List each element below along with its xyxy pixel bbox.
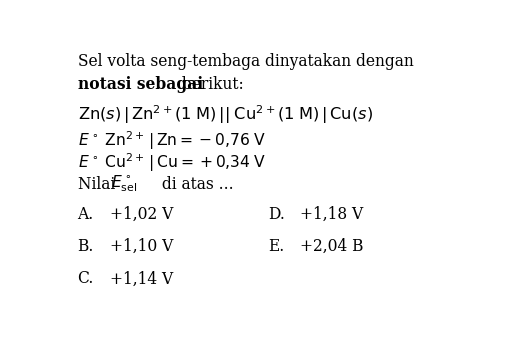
Text: +1,14 V: +1,14 V [110, 271, 173, 287]
Text: berikut:: berikut: [177, 76, 244, 93]
Text: B.: B. [77, 238, 94, 255]
Text: $\mathrm{Zn}(\mathit{s})\,|\,\mathrm{Zn}^{2+}(1\;\mathrm{M})\,||\;\mathrm{Cu}^{2: $\mathrm{Zn}(\mathit{s})\,|\,\mathrm{Zn}… [77, 103, 372, 126]
Text: notasi sebagai: notasi sebagai [77, 76, 203, 93]
Text: D.: D. [268, 206, 285, 223]
Text: A.: A. [77, 206, 94, 223]
Text: +1,10 V: +1,10 V [110, 238, 173, 255]
Text: Nilai: Nilai [77, 176, 120, 193]
Text: di atas ...: di atas ... [156, 176, 233, 193]
Text: C.: C. [77, 271, 94, 287]
Text: $\mathit{E}^\circ\;\mathrm{Cu}^{2+}\,|\,\mathrm{Cu} = +0{,}34\;\mathrm{V}$: $\mathit{E}^\circ\;\mathrm{Cu}^{2+}\,|\,… [77, 152, 266, 174]
Text: $\mathit{E}^\circ_{\mathrm{sel}}$: $\mathit{E}^\circ_{\mathrm{sel}}$ [111, 174, 138, 194]
Text: $\mathit{E}^\circ\;\mathrm{Zn}^{2+}\,|\,\mathrm{Zn} = -0{,}76\;\mathrm{V}$: $\mathit{E}^\circ\;\mathrm{Zn}^{2+}\,|\,… [77, 129, 265, 152]
Text: E.: E. [268, 238, 285, 255]
Text: +1,18 V: +1,18 V [300, 206, 363, 223]
Text: +1,02 V: +1,02 V [110, 206, 173, 223]
Text: +2,04 B: +2,04 B [300, 238, 364, 255]
Text: Sel volta seng-tembaga dinyatakan dengan: Sel volta seng-tembaga dinyatakan dengan [77, 53, 413, 70]
